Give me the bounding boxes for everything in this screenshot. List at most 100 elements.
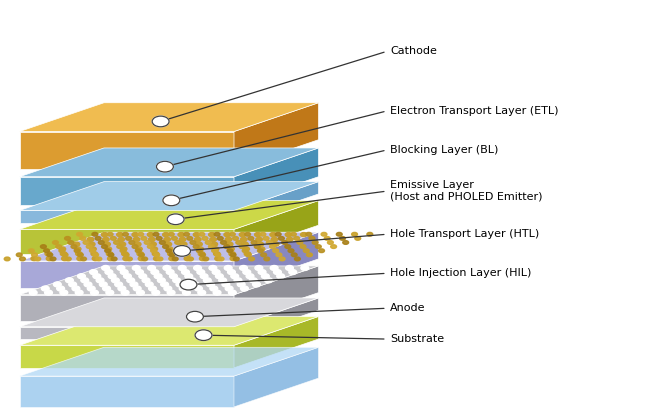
Polygon shape [234,266,318,321]
Circle shape [229,290,237,295]
Circle shape [133,266,140,270]
Circle shape [74,249,80,252]
Circle shape [166,247,173,251]
Circle shape [246,274,254,279]
Circle shape [213,290,221,295]
Circle shape [297,241,303,244]
Circle shape [83,241,89,244]
Circle shape [266,240,272,244]
Circle shape [224,266,232,270]
Polygon shape [20,103,318,132]
Circle shape [234,278,242,283]
Circle shape [307,253,313,256]
Circle shape [77,274,85,279]
Circle shape [59,249,65,252]
Polygon shape [20,177,234,206]
Circle shape [287,237,293,242]
Circle shape [103,237,109,242]
Circle shape [120,249,126,252]
Circle shape [107,233,113,236]
Circle shape [72,286,80,291]
Circle shape [173,278,181,283]
Circle shape [142,257,148,261]
Circle shape [220,241,226,244]
Circle shape [222,282,230,287]
Polygon shape [20,229,234,254]
Circle shape [135,249,141,252]
Circle shape [240,266,248,270]
Circle shape [285,245,291,248]
Circle shape [130,282,138,287]
Circle shape [255,233,261,237]
Circle shape [211,242,218,246]
Circle shape [103,286,111,291]
Circle shape [56,245,62,248]
Circle shape [88,242,95,246]
Circle shape [312,241,318,244]
Circle shape [205,240,211,244]
Circle shape [114,240,120,244]
Circle shape [148,266,155,270]
Circle shape [218,257,224,261]
Circle shape [195,330,212,340]
Circle shape [242,249,248,252]
Circle shape [42,286,49,291]
Polygon shape [234,298,318,339]
Text: Hole Transport Layer (HTL): Hole Transport Layer (HTL) [390,229,540,239]
Polygon shape [234,347,318,407]
Circle shape [202,237,208,240]
Circle shape [66,257,72,261]
Circle shape [77,256,83,261]
Circle shape [156,237,162,240]
Polygon shape [20,210,234,223]
Circle shape [75,252,82,256]
Circle shape [166,270,174,275]
Circle shape [203,278,211,283]
Polygon shape [20,345,234,368]
Polygon shape [20,298,318,327]
Circle shape [73,242,80,246]
Polygon shape [234,182,318,223]
Polygon shape [20,232,318,261]
Circle shape [309,236,315,240]
Circle shape [80,237,86,240]
Circle shape [133,286,141,291]
Circle shape [251,240,257,244]
Circle shape [122,252,128,256]
Circle shape [184,256,190,261]
Circle shape [285,233,292,237]
Circle shape [162,245,168,248]
Circle shape [255,266,263,270]
Circle shape [45,290,53,295]
Circle shape [84,282,92,287]
Circle shape [240,237,247,242]
Circle shape [281,241,287,244]
Circle shape [264,257,270,261]
Circle shape [270,266,278,270]
Circle shape [139,274,147,279]
Circle shape [196,249,202,252]
Circle shape [153,256,160,261]
Polygon shape [20,148,318,177]
Circle shape [280,257,285,261]
Circle shape [179,286,187,291]
Circle shape [136,270,144,275]
Circle shape [203,257,209,261]
Circle shape [162,233,169,237]
Circle shape [93,274,101,279]
Circle shape [227,247,234,251]
Circle shape [50,257,56,261]
Circle shape [263,237,269,240]
Circle shape [229,233,235,236]
Circle shape [90,290,98,295]
Circle shape [209,245,214,248]
Circle shape [172,257,178,261]
Circle shape [172,237,177,240]
Circle shape [261,253,266,256]
Circle shape [168,232,174,236]
Circle shape [105,270,113,275]
Circle shape [178,245,184,248]
Circle shape [274,270,281,275]
Circle shape [31,256,38,261]
Circle shape [64,237,70,240]
